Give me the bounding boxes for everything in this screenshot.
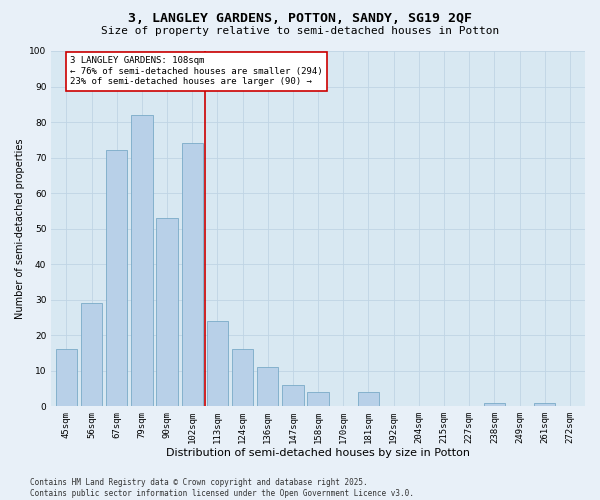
Bar xyxy=(106,150,127,406)
Bar xyxy=(358,392,379,406)
Bar xyxy=(484,402,505,406)
Bar xyxy=(307,392,329,406)
Bar xyxy=(534,402,556,406)
Y-axis label: Number of semi-detached properties: Number of semi-detached properties xyxy=(15,138,25,319)
Text: Size of property relative to semi-detached houses in Potton: Size of property relative to semi-detach… xyxy=(101,26,499,36)
X-axis label: Distribution of semi-detached houses by size in Potton: Distribution of semi-detached houses by … xyxy=(166,448,470,458)
Bar xyxy=(232,350,253,406)
Bar xyxy=(131,115,152,406)
Bar xyxy=(182,144,203,406)
Bar xyxy=(56,350,77,406)
Bar xyxy=(257,367,278,406)
Text: Contains HM Land Registry data © Crown copyright and database right 2025.
Contai: Contains HM Land Registry data © Crown c… xyxy=(30,478,414,498)
Text: 3, LANGLEY GARDENS, POTTON, SANDY, SG19 2QF: 3, LANGLEY GARDENS, POTTON, SANDY, SG19 … xyxy=(128,12,472,26)
Text: 3 LANGLEY GARDENS: 108sqm
← 76% of semi-detached houses are smaller (294)
23% of: 3 LANGLEY GARDENS: 108sqm ← 76% of semi-… xyxy=(70,56,323,86)
Bar xyxy=(81,303,102,406)
Bar xyxy=(207,321,228,406)
Bar xyxy=(157,218,178,406)
Bar xyxy=(282,385,304,406)
